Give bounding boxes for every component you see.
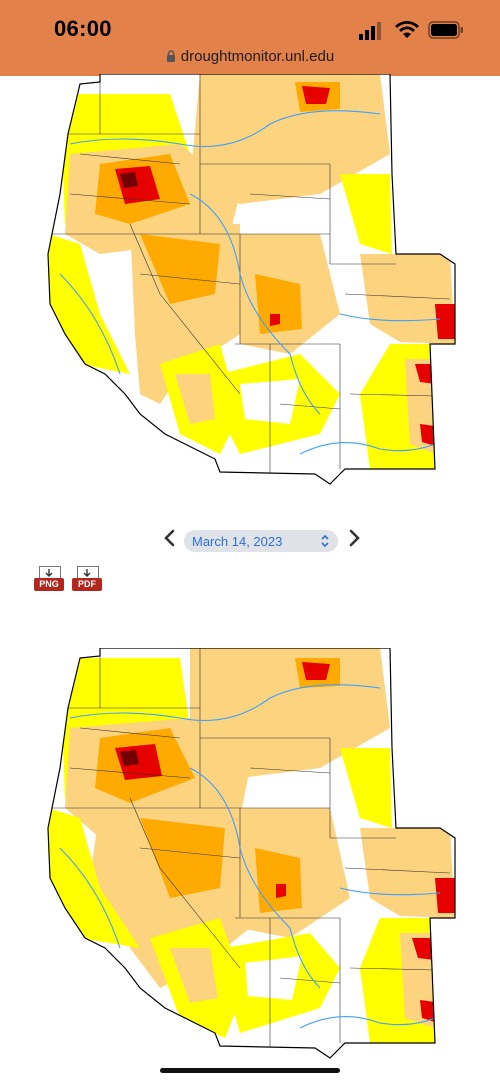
wifi-icon <box>395 21 419 38</box>
battery-icon <box>428 21 463 39</box>
selected-date: March 14, 2023 <box>192 533 283 549</box>
browser-top-bar: 06:00 droughtmonitor.unl.edu <box>0 0 500 76</box>
url-text: droughtmonitor.unl.edu <box>180 48 335 65</box>
chevron-up-down-icon <box>321 534 329 548</box>
date-select[interactable]: March 14, 2023 <box>184 530 338 552</box>
cellular-signal-icon <box>359 22 381 40</box>
pdf-label: PDF <box>72 578 102 591</box>
drought-map-top <box>47 74 456 485</box>
lock-icon <box>166 50 175 62</box>
next-date-button[interactable] <box>346 528 362 548</box>
download-pdf-button[interactable]: PDF <box>72 566 102 594</box>
download-arrow-icon <box>83 569 91 577</box>
download-arrow-icon <box>45 569 53 577</box>
drought-map-bottom <box>47 648 456 1059</box>
url-bar[interactable]: droughtmonitor.unl.edu <box>0 48 500 65</box>
status-time: 06:00 <box>54 16 112 41</box>
previous-date-button[interactable] <box>162 528 178 548</box>
png-label: PNG <box>34 578 64 591</box>
home-indicator[interactable] <box>160 1068 340 1073</box>
download-png-button[interactable]: PNG <box>34 566 64 594</box>
